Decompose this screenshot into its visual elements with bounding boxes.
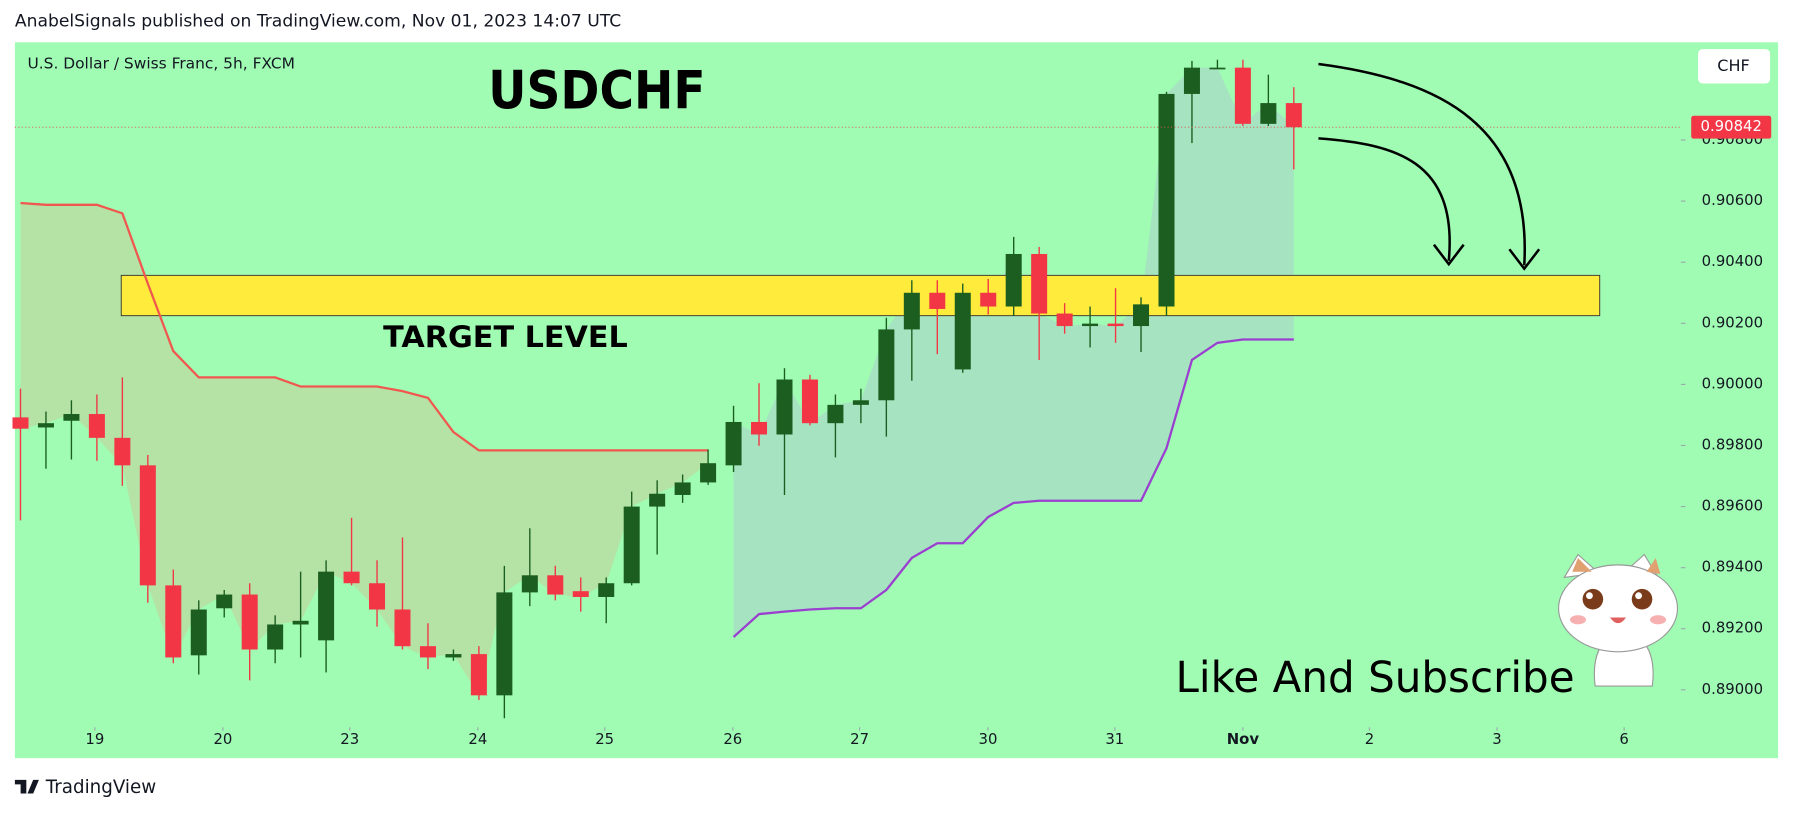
candle-body bbox=[445, 654, 462, 658]
candle-body bbox=[37, 423, 54, 428]
candle-body bbox=[63, 414, 80, 421]
plot-layer: 0.89000 0.89200 0.89400 0.89600 0.89800 0.900… bbox=[12, 59, 1772, 748]
cloud-fill bbox=[733, 67, 1294, 637]
candle-body bbox=[521, 575, 538, 593]
candle-body bbox=[1133, 304, 1150, 327]
candle-body bbox=[318, 571, 335, 641]
currency-box[interactable] bbox=[1698, 49, 1771, 84]
x-tick-label: 24 bbox=[468, 730, 487, 748]
candle-body bbox=[114, 437, 131, 466]
arrow bbox=[1318, 137, 1451, 261]
candle-body bbox=[623, 506, 640, 584]
x-tick-label: 6 bbox=[1619, 730, 1628, 748]
annotation: Like And Subscribe bbox=[1176, 653, 1575, 702]
symbol-description: U.S. Dollar / Swiss Franc, 5h, FXCM bbox=[27, 55, 294, 73]
candle-body bbox=[343, 571, 360, 584]
candle-body bbox=[827, 404, 844, 424]
candle-body bbox=[776, 379, 793, 435]
candle-body bbox=[292, 620, 309, 625]
cat-sticker bbox=[1557, 553, 1679, 687]
tradingview-logo: TradingView bbox=[14, 777, 157, 798]
y-tick-label: 0.89400 bbox=[1702, 558, 1763, 576]
arrows bbox=[1318, 62, 1541, 271]
indicator-line bbox=[20, 201, 709, 452]
candle-body bbox=[1285, 103, 1302, 128]
x-tick-label: 2 bbox=[1365, 730, 1374, 748]
arrow-head bbox=[1508, 248, 1541, 271]
candle-body bbox=[216, 594, 233, 609]
arrow bbox=[1318, 62, 1526, 266]
candle-body bbox=[700, 463, 717, 483]
currency-label: CHF bbox=[1717, 56, 1749, 75]
x-tick-label: 19 bbox=[85, 730, 104, 748]
x-tick-label: Nov bbox=[1227, 730, 1260, 748]
candle-body bbox=[267, 624, 284, 650]
candle-body bbox=[725, 421, 742, 466]
y-tick-label: 0.90000 bbox=[1702, 374, 1763, 392]
cloud-fill bbox=[20, 202, 709, 696]
candle-body bbox=[1056, 313, 1073, 327]
candle-body bbox=[674, 482, 691, 495]
x-tick-label: 3 bbox=[1492, 730, 1501, 748]
candle-body bbox=[1031, 253, 1048, 314]
candle-body bbox=[903, 292, 920, 330]
candle-body bbox=[751, 421, 768, 435]
candle-body bbox=[954, 292, 971, 370]
candle-body bbox=[929, 292, 946, 309]
candle-body bbox=[1183, 67, 1200, 94]
indicator-line bbox=[732, 338, 1294, 638]
y-tick-label: 0.89800 bbox=[1702, 435, 1763, 453]
candle-body bbox=[394, 609, 411, 647]
y-tick-label: 0.90600 bbox=[1702, 191, 1763, 209]
x-tick-label: 31 bbox=[1105, 730, 1124, 748]
y-tick-label: 0.90200 bbox=[1702, 313, 1763, 331]
candle-body bbox=[12, 417, 29, 429]
candle-body bbox=[496, 592, 513, 696]
candle-body bbox=[165, 585, 182, 658]
x-tick-label: 26 bbox=[723, 730, 742, 748]
target-zone bbox=[120, 274, 1601, 317]
candle-body bbox=[419, 646, 436, 658]
x-tick-label: 20 bbox=[213, 730, 232, 748]
candle-body bbox=[369, 583, 386, 610]
candle-body bbox=[852, 400, 869, 405]
publish-header: AnabelSignals published on TradingView.c… bbox=[15, 12, 621, 32]
candle-body bbox=[1107, 323, 1124, 327]
price-label: 0.90842 bbox=[1700, 117, 1761, 135]
x-tick-label: 27 bbox=[850, 730, 869, 748]
arrow-head bbox=[1432, 243, 1465, 267]
y-tick-label: 0.90400 bbox=[1702, 252, 1763, 270]
candle-body bbox=[801, 379, 818, 424]
candle-body bbox=[1082, 323, 1099, 327]
candle-body bbox=[1260, 103, 1277, 124]
candle-body bbox=[1234, 67, 1251, 124]
candle-body bbox=[1209, 67, 1226, 70]
candle-body bbox=[88, 414, 105, 438]
candle-body bbox=[470, 654, 487, 696]
candle-body bbox=[598, 583, 615, 597]
candle-body bbox=[190, 609, 207, 656]
y-tick-label: 0.89600 bbox=[1702, 497, 1763, 515]
y-tick-label: 0.89200 bbox=[1702, 619, 1763, 637]
candle-body bbox=[547, 575, 564, 595]
candle-body bbox=[980, 292, 997, 307]
chart-title: USDCHF bbox=[488, 60, 705, 121]
candle-body bbox=[1005, 253, 1022, 307]
candle-body bbox=[572, 591, 589, 597]
candle-body bbox=[649, 493, 666, 507]
x-tick-label: 25 bbox=[595, 730, 614, 748]
price-badge bbox=[1691, 115, 1772, 139]
candle-body bbox=[241, 594, 258, 650]
y-tick-label: 0.89000 bbox=[1702, 680, 1763, 698]
zone-label: TARGET LEVEL bbox=[383, 320, 628, 355]
candle-body bbox=[139, 465, 156, 586]
candle-body bbox=[1158, 93, 1175, 307]
footer-brand: TradingView bbox=[45, 777, 157, 798]
x-tick-label: 23 bbox=[340, 730, 359, 748]
x-tick-label: 30 bbox=[979, 730, 998, 748]
candle-body bbox=[878, 329, 895, 401]
